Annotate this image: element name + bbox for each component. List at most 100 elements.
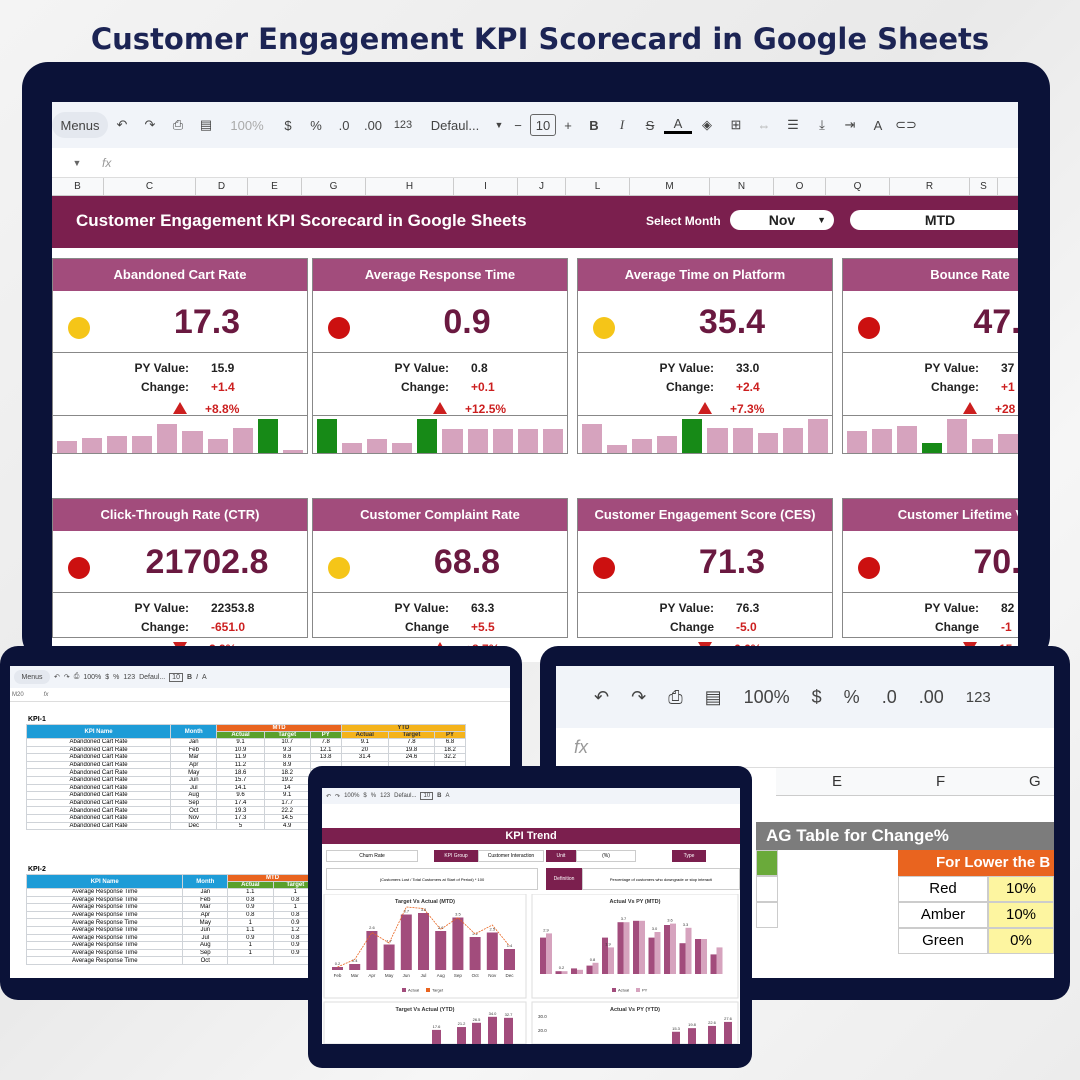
number-format-button[interactable]: 123 (380, 793, 391, 799)
table-cell[interactable]: Abandoned Cart Rate (25, 753, 172, 762)
currency-button[interactable]: $ (811, 686, 822, 707)
table-cell[interactable]: 9.1 (216, 738, 265, 747)
column-header-m[interactable]: M (630, 178, 710, 195)
font-size-input[interactable]: 10 (420, 792, 434, 800)
undo-icon[interactable]: ↶ (594, 686, 610, 707)
table-cell[interactable]: 17.3 (216, 813, 265, 823)
table-cell[interactable]: 0.9 (227, 903, 274, 912)
table-cell[interactable]: 1.1 (227, 888, 274, 897)
column-header-j[interactable]: J (518, 178, 566, 195)
percent-button[interactable]: % (113, 673, 120, 681)
table-cell[interactable]: Oct (170, 806, 218, 815)
percent-button[interactable]: % (310, 117, 322, 133)
table-cell[interactable]: 14.1 (216, 783, 265, 793)
table-cell[interactable]: 0.8 (227, 910, 274, 920)
period-select[interactable]: MTD (850, 210, 1018, 230)
column-header-n[interactable]: N (710, 178, 774, 195)
table-cell[interactable]: Abandoned Cart Rate (25, 775, 172, 785)
table-cell[interactable]: Abandoned Cart Rate (25, 821, 172, 831)
column-header-l[interactable]: L (566, 178, 630, 195)
column-header-h[interactable]: H (366, 178, 454, 195)
undo-icon[interactable]: ↶ (54, 674, 60, 681)
table-cell[interactable]: 18.2 (433, 745, 467, 755)
print-icon[interactable]: ⎙ (73, 673, 80, 680)
number-format-button[interactable]: 123 (965, 688, 991, 706)
currency-button[interactable]: $ (105, 673, 110, 681)
table-cell[interactable]: 0.8 (227, 895, 274, 905)
italic-button[interactable]: I (196, 673, 198, 681)
table-cell[interactable]: 10.9 (216, 745, 265, 755)
table-cell[interactable]: Abandoned Cart Rate (25, 806, 172, 815)
table-cell[interactable]: 17.7 (263, 798, 311, 808)
table-cell[interactable]: Sep (182, 948, 229, 958)
menus-search[interactable]: Menus (14, 670, 50, 684)
table-cell[interactable]: Average Response Time (25, 956, 184, 965)
paint-format-icon[interactable]: ▤ (704, 686, 722, 707)
strikethrough-button[interactable]: S (645, 117, 655, 133)
text-rotation-icon[interactable]: A (873, 117, 883, 133)
undo-icon[interactable]: ↶ (326, 793, 332, 800)
currency-button[interactable]: $ (284, 117, 292, 133)
rag-threshold[interactable]: 0% (988, 928, 1054, 954)
table-cell[interactable]: Average Response Time (25, 941, 184, 950)
increase-decimal-button[interactable]: .00 (363, 117, 383, 133)
table-cell[interactable]: Jun (170, 775, 218, 785)
column-header-c[interactable]: C (104, 178, 196, 195)
table-cell[interactable]: Aug (170, 791, 218, 800)
table-cell[interactable]: 13.8 (309, 753, 342, 762)
column-header-d[interactable]: D (196, 178, 248, 195)
column-header-g[interactable]: G (302, 178, 366, 195)
rag-threshold[interactable]: 10% (988, 902, 1054, 928)
print-icon[interactable]: ⎙ (668, 686, 683, 707)
table-cell[interactable]: Average Response Time (25, 903, 184, 912)
font-size-increase-button[interactable]: + (564, 117, 572, 133)
table-cell[interactable]: Jan (182, 888, 229, 897)
table-cell[interactable]: Apr (182, 910, 229, 920)
zoom-select[interactable]: 100% (230, 117, 264, 133)
increase-decimal-button[interactable]: .00 (918, 686, 944, 707)
table-cell[interactable]: 4.9 (263, 821, 311, 831)
font-size-input[interactable]: 10 (530, 114, 556, 136)
table-cell[interactable]: Jul (170, 783, 218, 793)
text-wrap-icon[interactable]: ⇥ (844, 117, 856, 132)
table-cell[interactable]: 31.4 (340, 753, 389, 762)
column-header-o[interactable]: O (774, 178, 826, 195)
table-cell[interactable]: Abandoned Cart Rate (25, 813, 172, 823)
table-cell[interactable]: Abandoned Cart Rate (25, 768, 172, 777)
table-cell[interactable]: 8.6 (263, 753, 311, 762)
table-cell[interactable]: Abandoned Cart Rate (25, 783, 172, 793)
font-select[interactable]: Defaul... (139, 673, 166, 681)
table-cell[interactable]: 5 (216, 821, 265, 831)
table-cell[interactable]: Average Response Time (25, 918, 184, 927)
column-header-q[interactable]: Q (826, 178, 890, 195)
table-cell[interactable]: Feb (170, 745, 218, 755)
table-cell[interactable]: 1 (227, 918, 274, 927)
vertical-align-icon[interactable]: ⤓ (819, 117, 825, 132)
table-cell[interactable]: Abandoned Cart Rate (25, 738, 172, 747)
number-format-button[interactable]: 123 (393, 119, 413, 131)
font-size-input[interactable]: 10 (169, 672, 183, 682)
column-header-e[interactable]: E (248, 178, 302, 195)
table-cell[interactable]: Jul (182, 933, 229, 943)
zoom-select[interactable]: 100% (344, 793, 360, 799)
column-header-i[interactable]: I (454, 178, 518, 195)
table-cell[interactable]: 15.7 (216, 775, 265, 785)
table-cell[interactable]: 17.4 (216, 798, 265, 808)
paint-format-icon[interactable]: ▤ (199, 117, 213, 132)
bold-button[interactable]: B (186, 673, 193, 681)
table-cell[interactable]: 11.9 (216, 753, 265, 762)
table-cell[interactable]: Abandoned Cart Rate (25, 745, 172, 755)
rag-label-red[interactable]: Red (898, 876, 988, 902)
table-cell[interactable]: 0.9 (227, 933, 274, 943)
table-cell[interactable]: 20 (340, 745, 389, 755)
table-cell[interactable]: 10.7 (263, 738, 311, 747)
table-cell[interactable]: Mar (182, 903, 229, 912)
borders-icon[interactable]: ⊞ (730, 117, 742, 132)
table-cell[interactable]: Average Response Time (25, 925, 184, 935)
zoom-select[interactable]: 100% (83, 673, 102, 681)
decrease-decimal-button[interactable]: .0 (338, 117, 350, 133)
rag-label-amber[interactable]: Amber (898, 902, 988, 928)
align-left-icon[interactable]: ☰ (787, 117, 799, 132)
text-color-button[interactable]: A (201, 673, 207, 681)
name-box-dropdown-icon[interactable]: ▼ (72, 157, 82, 168)
